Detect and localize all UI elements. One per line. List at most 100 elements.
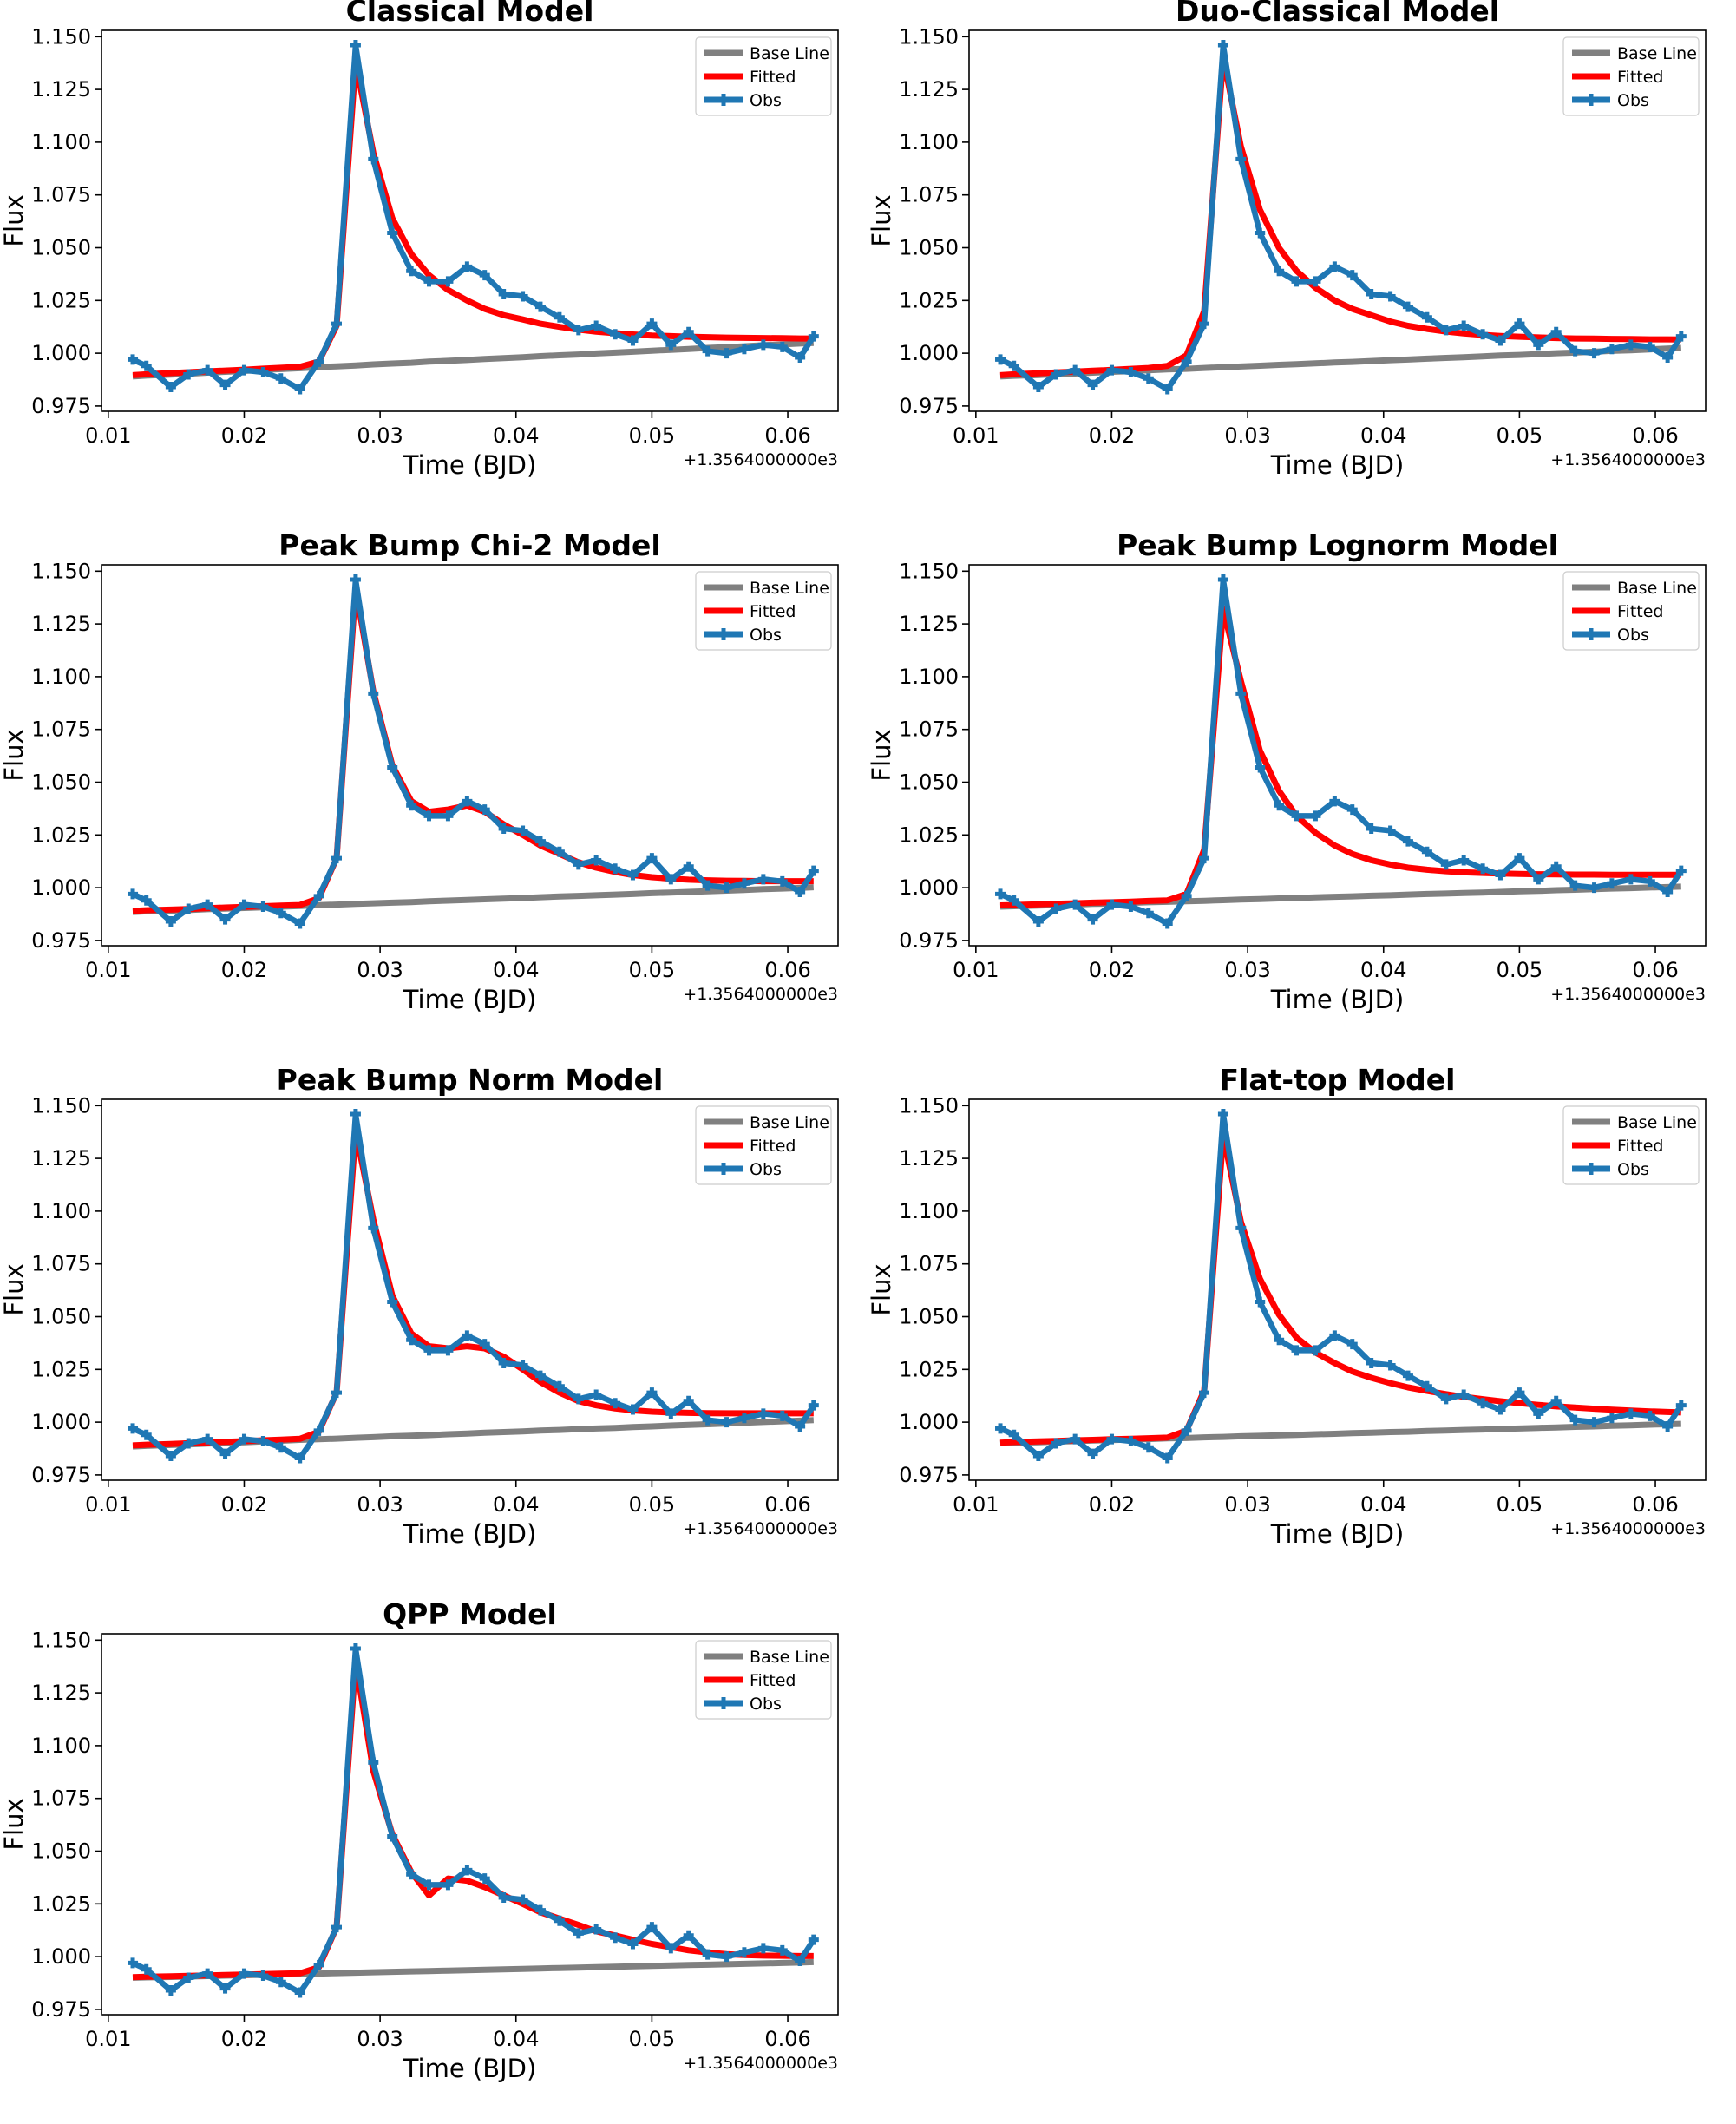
x-tick-label: 0.01	[953, 423, 999, 448]
obs-data-point	[1366, 289, 1377, 300]
y-tick-label: 1.100	[31, 1734, 91, 1758]
obs-data-point	[627, 1938, 639, 1950]
obs-data-point	[331, 853, 342, 864]
obs-data-point	[1440, 324, 1451, 336]
obs-data-point	[498, 823, 509, 835]
legend-marker	[717, 1697, 730, 1709]
obs-data-point	[1032, 382, 1044, 393]
obs-data-point	[128, 1423, 139, 1434]
x-tick-label: 0.06	[1632, 1492, 1678, 1517]
subplot-peak-bump-chi2-model: Peak Bump Chi-2 Model 0.975 1.000 1.025 1.05…	[0, 528, 868, 1055]
obs-data-point	[1606, 878, 1617, 889]
obs-data-point	[1589, 348, 1600, 359]
y-tick-label: 1.100	[31, 1199, 91, 1223]
obs-data-point	[534, 301, 546, 312]
obs-data-point	[610, 1398, 621, 1409]
obs-data-point	[350, 1109, 361, 1120]
chart-title: Flat-top Model	[1220, 1063, 1456, 1097]
y-tick-label: 1.150	[899, 559, 959, 583]
obs-data-point	[757, 1943, 769, 1954]
y-tick-label: 0.975	[31, 1463, 91, 1487]
obs-data-point	[1514, 1387, 1525, 1399]
obs-data-point	[1291, 1345, 1302, 1356]
obs-data-point	[591, 1924, 602, 1935]
y-tick-label: 1.000	[899, 341, 959, 365]
obs-data-point	[702, 1949, 713, 1960]
obs-data-point	[1625, 874, 1636, 885]
y-tick-label: 1.100	[899, 1199, 959, 1223]
legend-label: Base Line	[1617, 44, 1697, 63]
obs-data-point	[1125, 901, 1137, 913]
x-tick-label: 0.05	[629, 1492, 675, 1517]
obs-data-point	[1008, 895, 1019, 906]
obs-data-point	[534, 1904, 546, 1916]
y-tick-label: 1.125	[31, 77, 91, 102]
obs-data-point	[1477, 1398, 1489, 1409]
obs-data-point	[498, 1892, 509, 1904]
y-tick-label: 1.025	[31, 288, 91, 312]
obs-data-point	[1198, 853, 1209, 864]
subplot-qpp-model: QPP Model 0.975 1.000 1.025 1.050 1.075 1.100 1…	[0, 1597, 868, 2124]
y-tick-label: 1.125	[31, 1681, 91, 1705]
obs-data-point	[275, 373, 286, 384]
y-axis-label: Flux	[0, 1263, 29, 1315]
obs-data-point	[1181, 890, 1192, 901]
obs-data-point	[442, 1345, 454, 1356]
chart-duo-classical-model: Duo-Classical Model 0.975 1.000 1.025 1.050 1…	[867, 0, 1707, 480]
y-tick-label: 1.125	[31, 1146, 91, 1170]
obs-data-point	[239, 899, 250, 910]
legend-marker	[717, 94, 730, 106]
obs-data-point	[1346, 1339, 1358, 1350]
obs-data-point	[294, 384, 305, 395]
y-tick-label: 1.000	[31, 875, 91, 900]
obs-data-point	[1366, 1358, 1377, 1369]
obs-data-point	[683, 1395, 694, 1406]
obs-data-point	[1644, 875, 1655, 887]
obs-data-point	[1032, 1451, 1044, 1462]
obs-data-point	[738, 1413, 750, 1424]
obs-data-point	[1606, 1413, 1617, 1424]
obs-data-point	[1625, 1408, 1636, 1419]
obs-data-point	[1675, 331, 1687, 342]
x-offset-label: +1.3564000000e3	[683, 2054, 838, 2073]
legend-box	[1562, 1105, 1700, 1185]
y-tick-label: 1.075	[31, 1786, 91, 1811]
subplot-peak-bump-norm-model: Peak Bump Norm Model 0.975 1.000 1.025 1.050…	[0, 1063, 868, 1590]
obs-data-point	[1162, 1452, 1173, 1464]
obs-data-point	[1255, 227, 1266, 239]
obs-data-point	[1032, 916, 1044, 928]
legend-label: Obs	[750, 1695, 782, 1714]
obs-data-point	[406, 1869, 417, 1880]
y-tick-label: 0.975	[899, 394, 959, 418]
obs-data-point	[554, 846, 565, 857]
obs-data-point	[202, 899, 213, 910]
obs-data-point	[387, 762, 398, 773]
y-tick-label: 1.050	[31, 1839, 91, 1864]
y-tick-label: 1.000	[899, 1410, 959, 1434]
y-axis-label: Flux	[867, 1263, 896, 1315]
y-tick-label: 1.025	[31, 1891, 91, 1916]
obs-data-point	[573, 859, 584, 870]
obs-data-point	[1402, 1370, 1413, 1381]
obs-data-point	[721, 1417, 732, 1428]
x-tick-label: 0.04	[1360, 958, 1406, 982]
x-offset-label: +1.3564000000e3	[683, 450, 838, 469]
x-tick-label: 0.06	[1632, 958, 1678, 982]
obs-data-point	[1106, 364, 1117, 376]
obs-data-point	[442, 276, 454, 287]
obs-data-point	[1569, 880, 1581, 891]
obs-data-point	[1421, 1380, 1432, 1392]
obs-data-point	[387, 1296, 398, 1308]
legend-label: Fitted	[750, 68, 796, 87]
obs-data-point	[368, 1223, 379, 1234]
legend-label: Obs	[1617, 91, 1649, 110]
obs-data-point	[591, 1389, 602, 1400]
obs-data-point	[738, 344, 750, 355]
obs-data-point	[795, 886, 806, 897]
obs-data-point	[1070, 364, 1081, 376]
y-tick-label: 1.000	[899, 875, 959, 900]
legend-label: Obs	[1617, 626, 1649, 645]
obs-data-point	[808, 1400, 819, 1411]
y-tick-label: 1.050	[899, 1305, 959, 1329]
y-tick-label: 1.050	[31, 770, 91, 795]
